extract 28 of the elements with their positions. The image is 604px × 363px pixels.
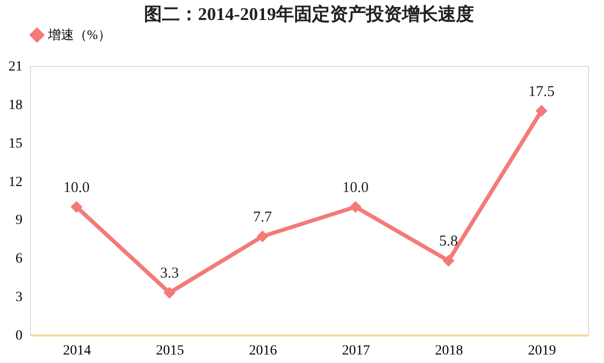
x-tick-label: 2015 (156, 344, 184, 358)
chart-title: 图二：2014-2019年固定资产投资增长速度 (144, 4, 474, 24)
y-tick-label: 18 (8, 98, 22, 113)
x-tick-label: 2016 (249, 344, 277, 358)
point (442, 254, 454, 267)
data-label: 7.7 (253, 209, 272, 226)
point (350, 200, 362, 213)
point (164, 286, 176, 299)
x-tick-label: 2017 (342, 344, 370, 358)
y-tick-label: 15 (8, 136, 22, 152)
y-tick-label: 3 (16, 290, 22, 306)
data-label: 3.3 (160, 266, 179, 282)
y-tick-label: 0 (16, 328, 22, 344)
data-label: 17.5 (528, 84, 555, 100)
data-label: 10.0 (63, 180, 90, 196)
point (70, 200, 82, 213)
data-label: 5.8 (439, 234, 458, 250)
legend-label: 增速（%） (47, 27, 111, 42)
y-tick-label: 9 (16, 213, 22, 228)
point (536, 104, 548, 117)
point (256, 230, 268, 242)
y-tick-label: 12 (8, 174, 22, 190)
y-tick-label: 6 (16, 252, 22, 267)
x-tick-label: 2019 (528, 344, 556, 358)
x-tick-label: 2014 (63, 344, 91, 358)
y-tick-label: 21 (8, 60, 22, 74)
x-tick-label: 2018 (435, 344, 463, 358)
data-label: 10.0 (342, 180, 369, 196)
